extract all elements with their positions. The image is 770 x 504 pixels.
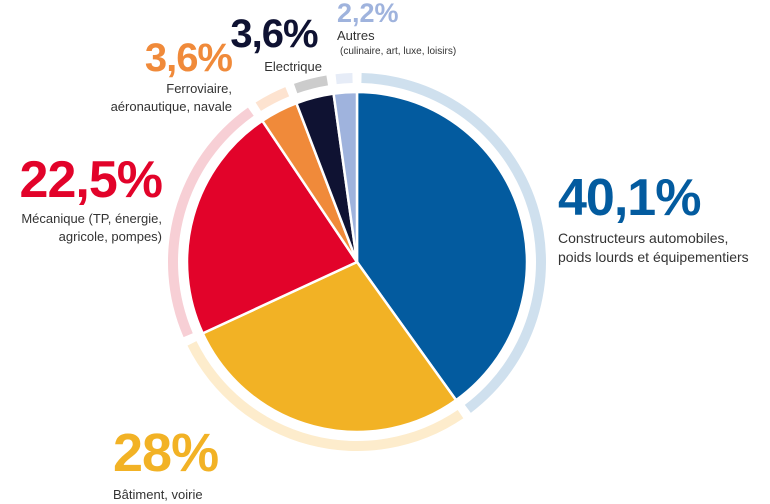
caption-others: Autres (culinaire, art, luxe, loisirs) [337,28,457,57]
caption-building: Bâtiment, voirie [113,487,203,502]
pie-slice-mechanics [185,119,359,335]
percent-rail: 3,6% [144,36,233,80]
pie-ring-electrical [293,75,329,94]
pie-ring-rail [255,87,290,111]
pie-ring-mechanics [168,107,254,338]
percent-others: 2,2% [337,0,399,28]
label-automotive: 40,1% Constructeurs automobiles, poids l… [558,172,749,267]
label-rail: 3,6% Ferroviaire, aéronautique, navale [110,36,233,116]
caption-rail: Ferroviaire, aéronautique, navale [110,81,232,114]
percent-automotive: 40,1% [558,169,701,227]
pie-outer-rings [168,73,546,451]
caption-electrical: Electrique [264,59,322,74]
label-electrical: 3,6% Electrique [226,14,322,76]
pie-slice-automotive [355,90,529,402]
percent-mechanics: 22,5% [19,151,163,209]
label-mechanics: 22,5% Mécanique (TP, énergie, agricole, … [19,151,163,246]
pie-slice-others [332,90,359,264]
caption-automotive: Constructeurs automobiles, poids lourds … [558,230,749,265]
percent-electrical: 3,6% [230,12,318,56]
percent-building: 28% [113,423,219,483]
pie-ring-others [335,73,353,85]
caption-mechanics: Mécanique (TP, énergie, agricole, pompes… [21,211,162,244]
label-building: 28% Bâtiment, voirie [113,423,219,504]
pie-slices [185,90,529,434]
label-others: 2,2% Autres (culinaire, art, luxe, loisi… [337,0,456,58]
